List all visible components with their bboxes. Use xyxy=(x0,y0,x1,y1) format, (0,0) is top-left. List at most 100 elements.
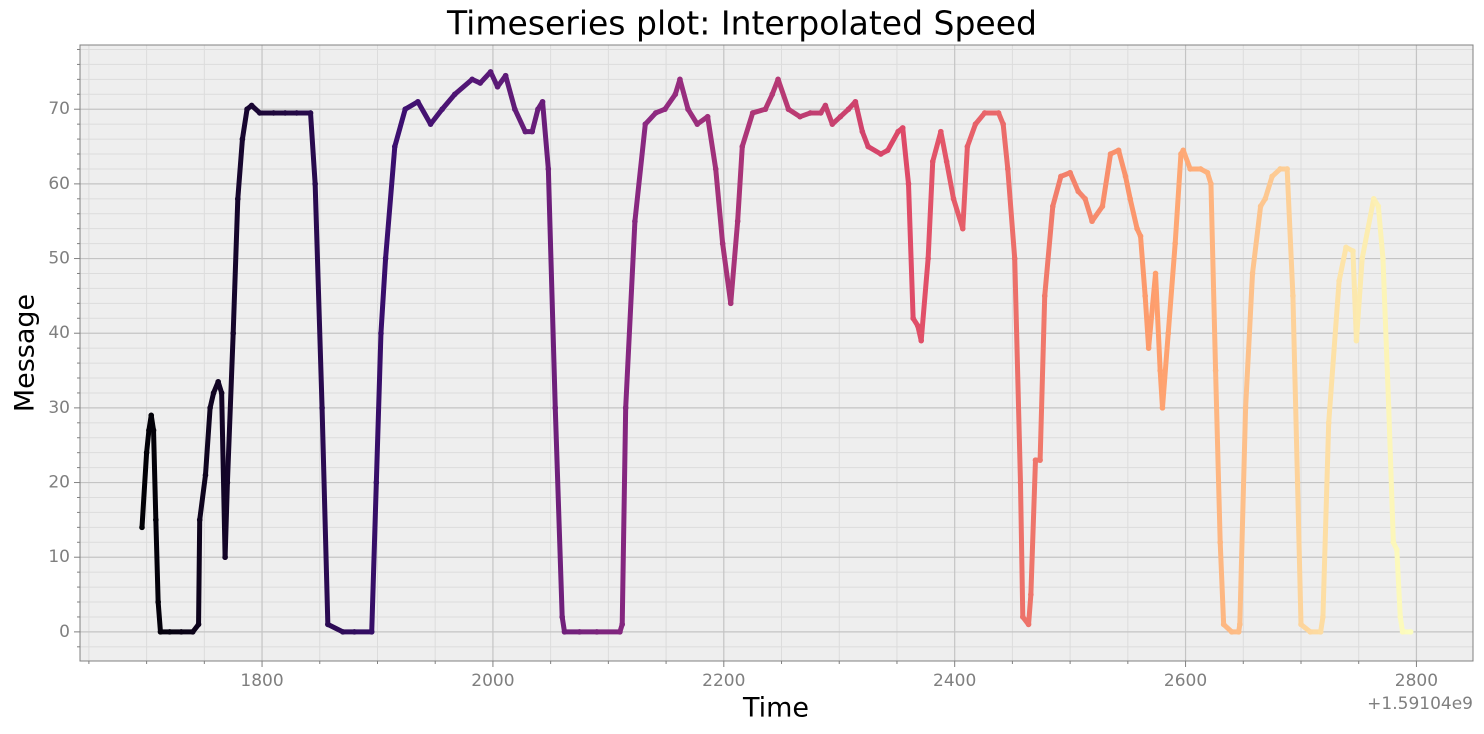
trace-segment xyxy=(1138,233,1148,299)
y-tick-label: 50 xyxy=(48,249,70,269)
trace-segment xyxy=(1295,480,1304,627)
trace-segment xyxy=(1050,173,1064,209)
point xyxy=(1058,173,1064,180)
point xyxy=(1082,196,1088,202)
point xyxy=(1235,629,1242,635)
point xyxy=(146,427,152,434)
point xyxy=(452,91,458,98)
trace-segment xyxy=(1172,151,1184,247)
trace-segment xyxy=(373,330,384,486)
trace-segment xyxy=(1028,457,1038,598)
y-tick-label: 40 xyxy=(48,323,70,343)
trace-segment xyxy=(1165,241,1178,336)
point xyxy=(1343,244,1349,251)
point xyxy=(704,113,711,120)
point xyxy=(1000,121,1006,127)
trace-segment xyxy=(529,106,541,135)
point xyxy=(522,128,529,135)
trace-segment xyxy=(728,218,741,306)
point xyxy=(845,106,852,113)
point xyxy=(166,629,173,635)
point xyxy=(576,629,583,635)
point xyxy=(1028,591,1034,598)
trace-segment xyxy=(1037,293,1048,463)
trace-segment xyxy=(1005,166,1018,262)
trace-segment xyxy=(685,106,700,127)
point xyxy=(910,315,916,322)
point xyxy=(1017,479,1024,486)
point xyxy=(775,76,781,83)
trace-segment xyxy=(222,480,230,560)
point xyxy=(865,143,871,150)
point xyxy=(884,147,891,154)
point xyxy=(1019,614,1026,620)
point xyxy=(207,405,213,411)
point xyxy=(235,196,241,202)
point xyxy=(762,106,769,113)
trace-segment xyxy=(369,480,379,635)
point xyxy=(239,136,246,142)
point xyxy=(829,121,836,127)
trace-segment xyxy=(1082,196,1095,224)
point xyxy=(1004,166,1011,172)
x-offset-label: +1.59104e9 xyxy=(1367,694,1473,714)
trace-segment xyxy=(925,158,936,262)
point xyxy=(1172,240,1178,247)
marks xyxy=(139,69,1414,635)
trace-segment xyxy=(852,99,865,135)
point xyxy=(1025,621,1032,628)
trace-segment xyxy=(1127,196,1140,232)
point xyxy=(1115,147,1122,154)
point xyxy=(914,322,921,329)
trace-segment xyxy=(1375,203,1386,262)
trace-segment xyxy=(775,76,791,112)
point xyxy=(1152,270,1159,277)
point xyxy=(178,629,185,635)
point xyxy=(535,106,541,113)
point xyxy=(545,166,552,172)
point xyxy=(196,517,203,523)
point xyxy=(1217,539,1223,546)
point xyxy=(895,128,901,135)
point xyxy=(1277,166,1284,172)
point xyxy=(270,110,277,116)
point xyxy=(739,143,746,150)
point xyxy=(378,330,384,337)
point xyxy=(415,98,421,105)
point xyxy=(943,158,950,165)
point xyxy=(1375,203,1382,210)
point xyxy=(340,629,346,635)
point xyxy=(1380,255,1386,262)
trace-segment xyxy=(1284,166,1296,299)
point xyxy=(319,405,325,411)
trace-segment xyxy=(1359,196,1377,262)
point xyxy=(672,91,679,98)
point xyxy=(512,106,518,113)
point xyxy=(1390,539,1397,546)
point xyxy=(1269,173,1275,180)
point xyxy=(981,110,988,116)
y-tick-label: 70 xyxy=(48,99,70,119)
point xyxy=(929,158,936,165)
trace-segment xyxy=(1089,203,1105,224)
point xyxy=(712,166,719,172)
trace-segment xyxy=(312,181,325,411)
point xyxy=(1137,233,1144,239)
point xyxy=(244,106,250,113)
trace-segment xyxy=(1208,181,1219,374)
point xyxy=(477,80,484,86)
trace-segment xyxy=(900,125,912,187)
point xyxy=(632,218,638,225)
trace-segment xyxy=(512,106,528,135)
trace-segment xyxy=(415,99,434,127)
point xyxy=(995,110,1002,116)
trace-segment xyxy=(944,158,957,202)
point xyxy=(202,472,209,478)
point xyxy=(215,378,221,385)
point xyxy=(552,405,559,411)
point xyxy=(1067,169,1073,176)
trace-segment xyxy=(1217,539,1227,627)
point xyxy=(210,390,217,396)
trace-segment xyxy=(224,330,236,486)
